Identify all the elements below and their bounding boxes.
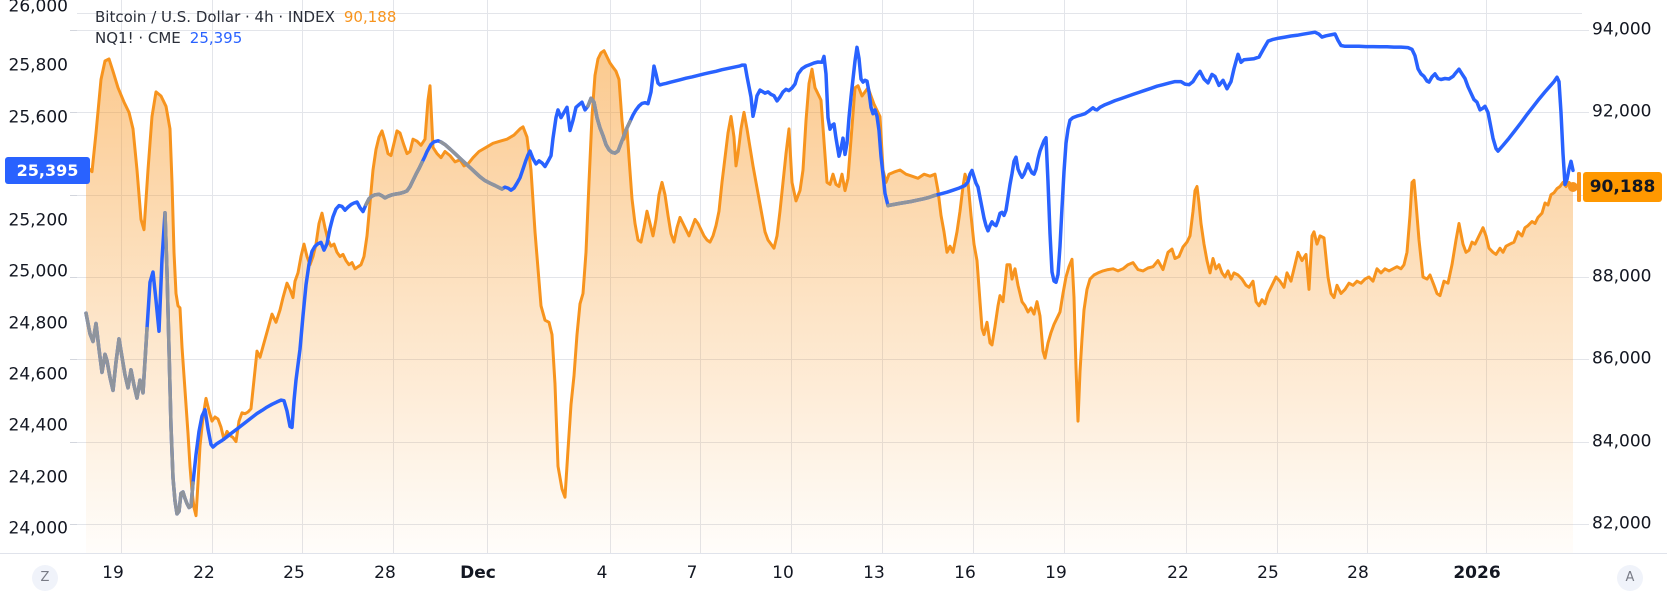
right-axis-label: 94,000	[1592, 19, 1652, 40]
price-tag-btc: 90,188	[1583, 172, 1662, 202]
legend-symbol-bitcoin: Bitcoin / U.S. Dollar · 4h · INDEX	[95, 8, 335, 26]
timezone-button[interactable]: Z	[32, 565, 58, 591]
right-axis-label: 92,000	[1592, 101, 1652, 122]
btc-area-fill	[86, 50, 1573, 553]
legend-value-bitcoin: 90,188	[343, 8, 397, 26]
time-axis-label: Dec	[460, 563, 496, 583]
price-tag-nq: 25,395	[5, 156, 90, 184]
nq-session-gray-segment	[586, 96, 632, 155]
right-axis-label: 88,000	[1592, 266, 1652, 287]
nq-price-line	[84, 30, 1575, 516]
time-axis-label: 7	[686, 563, 698, 583]
left-axis-label: 25,800	[8, 55, 68, 76]
left-axis-label: 25,000	[8, 261, 68, 282]
time-axis-label: 25	[283, 563, 305, 583]
left-axis-label: 24,800	[8, 313, 68, 333]
right-axis-label: 82,000	[1592, 513, 1652, 534]
left-axis-label: 25,600	[8, 107, 68, 128]
nq-session-gray-segment	[163, 211, 195, 516]
btc-last-price-dot	[1568, 182, 1578, 192]
time-axis-label: 13	[863, 563, 885, 583]
legend-value-nq: 25,395	[189, 29, 243, 47]
time-axis-separator	[0, 553, 1667, 554]
nq-session-gray-segment	[439, 140, 504, 191]
legend-row-nq[interactable]: NQ1! · CME 25,395	[95, 28, 396, 49]
nq-session-gray-segment	[84, 311, 149, 400]
chart-pane[interactable]	[0, 0, 1667, 553]
right-axis-label: 84,000	[1592, 431, 1652, 452]
time-axis-label: 10	[772, 563, 794, 583]
legend: Bitcoin / U.S. Dollar · 4h · INDEX 90,188…	[95, 7, 396, 49]
legend-symbol-nq: NQ1! · CME	[95, 29, 181, 47]
time-axis-label: 19	[102, 563, 124, 583]
nq-session-gray-segment	[364, 160, 424, 207]
left-axis-label: 24,600	[8, 364, 68, 385]
left-axis-label: 24,000	[8, 518, 68, 539]
time-axis-label: 2026	[1453, 563, 1501, 583]
time-axis-label: 28	[1347, 563, 1369, 583]
time-axis-label: 16	[954, 563, 976, 583]
btc-price-line	[84, 49, 1575, 518]
left-axis-label: 25,200	[8, 210, 68, 230]
time-axis-label: 22	[193, 563, 215, 583]
btc-axis-price-bar	[1577, 172, 1581, 202]
time-axis-label: 4	[596, 563, 608, 583]
legend-row-bitcoin[interactable]: Bitcoin / U.S. Dollar · 4h · INDEX 90,188	[95, 7, 396, 28]
time-axis-label: 19	[1045, 563, 1067, 583]
left-axis-label: 26,000	[8, 0, 68, 17]
left-axis-label: 24,200	[8, 467, 68, 488]
time-axis-label: 25	[1257, 563, 1279, 583]
nq-session-gray-segment	[886, 193, 937, 208]
time-axis-label: 22	[1167, 563, 1189, 583]
auto-scale-button[interactable]: A	[1617, 565, 1643, 591]
time-axis-label: 28	[374, 563, 396, 583]
left-axis-label: 24,400	[8, 415, 68, 436]
right-axis-label: 86,000	[1592, 348, 1652, 369]
